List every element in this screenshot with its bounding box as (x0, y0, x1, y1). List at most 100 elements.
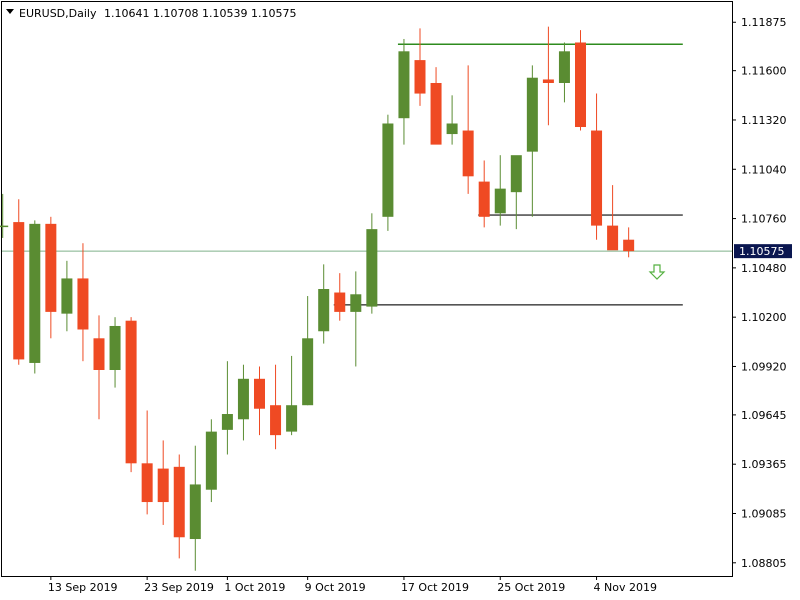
candle-body (221, 414, 233, 430)
x-tick-label: 13 Sep 2019 (48, 581, 118, 594)
candle (125, 317, 137, 473)
candle-body (157, 468, 169, 503)
candle-body (366, 229, 378, 307)
candle-body (109, 325, 121, 370)
candle (302, 296, 314, 406)
candle-body (61, 278, 73, 314)
candle (61, 260, 73, 332)
candle (462, 65, 474, 194)
y-tick-label: 1.11875 (741, 16, 787, 29)
y-tick-label: 1.09645 (741, 409, 787, 422)
price-marker-box (734, 244, 792, 259)
chart-header: EURUSD,Daily 1.10641 1.10708 1.10539 1.1… (6, 7, 296, 20)
candle-body (398, 51, 410, 119)
candle (286, 355, 298, 436)
y-tick-label: 1.09085 (741, 507, 787, 520)
candle-body (382, 123, 394, 217)
x-tick-label: 25 Oct 2019 (497, 581, 565, 594)
candle-body (591, 130, 603, 226)
candle (542, 26, 554, 126)
candle-body (526, 77, 538, 152)
candle (77, 243, 89, 362)
x-tick-label: 17 Oct 2019 (401, 581, 469, 594)
y-tick-label: 1.09920 (741, 360, 787, 373)
candle (141, 410, 153, 515)
candle-body (446, 123, 458, 135)
candle-body (189, 484, 201, 540)
candle-body (45, 223, 57, 312)
candle (398, 38, 410, 145)
candle (157, 440, 169, 525)
candle-body (558, 51, 570, 83)
x-tick-label: 1 Oct 2019 (224, 581, 285, 594)
candle-body (318, 289, 330, 332)
candle-body (430, 82, 442, 145)
price-marker-label: 1.10575 (739, 245, 785, 258)
candle-body (510, 155, 522, 193)
candle-body (542, 79, 554, 83)
candle (526, 65, 538, 217)
candle-body (173, 466, 185, 538)
candle-body (414, 60, 426, 94)
candle (510, 155, 522, 230)
symbol-label: EURUSD,Daily (19, 7, 97, 20)
y-tick-label: 1.11600 (741, 65, 787, 78)
candle (221, 361, 233, 455)
candle (109, 317, 121, 388)
candle-body (29, 223, 41, 363)
candle-body (478, 181, 490, 217)
candle (173, 454, 185, 559)
candle (237, 364, 249, 441)
candle (93, 315, 105, 420)
candle (623, 227, 635, 258)
candle (446, 95, 458, 145)
candle-body (286, 405, 298, 432)
candle (558, 42, 570, 103)
candle (29, 220, 41, 374)
candle-body (77, 278, 89, 330)
candle (366, 213, 378, 314)
candle-body (607, 225, 619, 251)
price-axis: 1.11875 1.11600 1.11320 1.11040 1.10760 1.104… (732, 16, 787, 570)
candle-body (237, 378, 249, 420)
candle-body (350, 294, 362, 312)
ohlc-readout: 1.10641 1.10708 1.10539 1.10575 (104, 7, 296, 20)
candle (607, 185, 619, 251)
candle (205, 419, 217, 503)
candle (189, 445, 201, 571)
x-tick-label: 4 Nov 2019 (594, 581, 657, 594)
time-axis: 13 Sep 2019 23 Sep 2019 1 Oct 2019 9 Oct 20… (48, 576, 657, 594)
candle-body (270, 405, 282, 436)
x-tick-label: 9 Oct 2019 (305, 581, 366, 594)
candle (430, 67, 442, 145)
x-tick-label: 23 Sep 2019 (144, 581, 214, 594)
candles (0, 26, 635, 571)
candle (334, 273, 346, 321)
candle-body (623, 239, 635, 252)
candle (318, 264, 330, 344)
candle-body (125, 320, 137, 464)
candle (382, 114, 394, 231)
y-tick-label: 1.09365 (741, 458, 787, 471)
candle-body (205, 431, 217, 490)
candle (270, 364, 282, 450)
candle (414, 28, 426, 106)
candle-body (254, 378, 265, 409)
candle (254, 366, 265, 436)
y-tick-label: 1.10480 (741, 262, 787, 275)
candle-body (13, 222, 25, 360)
y-tick-label: 1.11320 (741, 114, 787, 127)
candle (478, 160, 490, 228)
dropdown-triangle-icon[interactable] (6, 9, 14, 14)
y-tick-label: 1.10760 (741, 213, 787, 226)
y-tick-label: 1.11040 (741, 163, 787, 176)
candle (0, 193, 9, 238)
candle (13, 199, 25, 365)
candle-body (575, 42, 586, 128)
candle-body (141, 463, 153, 503)
current-price-marker: 1.10575 (734, 244, 792, 259)
candle-body (494, 188, 506, 214)
candle-body (0, 225, 9, 228)
